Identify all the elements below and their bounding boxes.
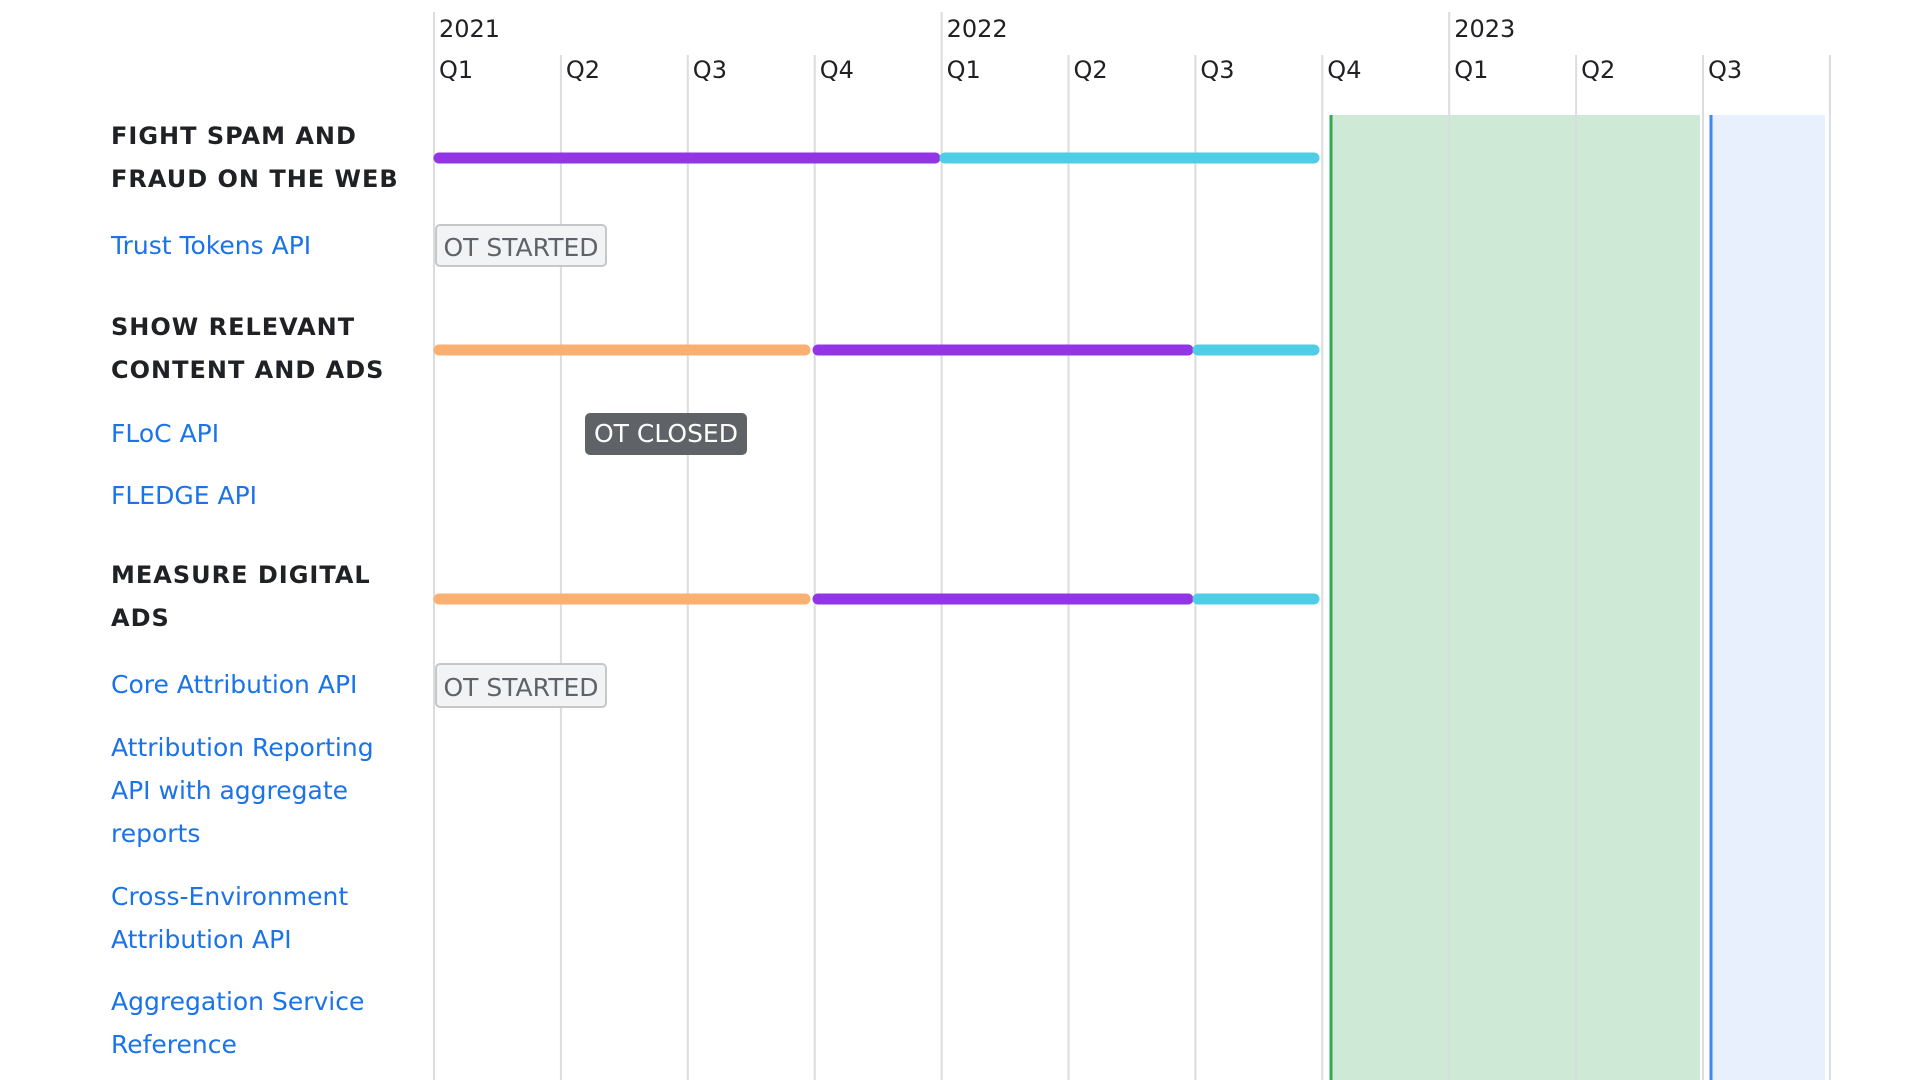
quarter-label: Q1 — [439, 56, 474, 84]
api-link[interactable]: FLoC API — [111, 419, 220, 448]
api-link[interactable]: Attribution Reporting — [111, 733, 374, 762]
year-label: 2023 — [1454, 15, 1516, 43]
quarter-label: Q1 — [946, 56, 981, 84]
year-label: 2022 — [946, 15, 1008, 43]
api-link[interactable]: FLEDGE API — [111, 481, 258, 510]
api-link[interactable]: reports — [111, 819, 201, 848]
quarter-label: Q4 — [819, 56, 854, 84]
section-heading: SHOW RELEVANT — [111, 313, 356, 341]
api-link[interactable]: API with aggregate — [111, 776, 349, 805]
section-heading: FRAUD ON THE WEB — [111, 165, 399, 193]
api-link[interactable]: Trust Tokens API — [111, 231, 312, 260]
status-badge: OT STARTED — [435, 663, 607, 708]
quarter-label: Q3 — [1708, 56, 1743, 84]
status-badge: OT CLOSED — [585, 413, 747, 455]
api-link[interactable]: Reference — [111, 1030, 237, 1059]
status-badge: OT STARTED — [435, 224, 607, 267]
api-link[interactable]: Core Attribution API — [111, 670, 358, 699]
blue-zone — [1710, 115, 1825, 1080]
green-zone — [1330, 115, 1700, 1080]
year-label: 2021 — [439, 15, 501, 43]
section-heading: ADS — [111, 604, 170, 632]
section-heading: MEASURE DIGITAL — [111, 561, 371, 589]
quarter-label: Q2 — [1073, 56, 1108, 84]
section-heading: FIGHT SPAM AND — [111, 122, 357, 150]
quarter-label: Q3 — [1200, 56, 1235, 84]
quarter-label: Q1 — [1454, 56, 1489, 84]
quarter-label: Q3 — [692, 56, 727, 84]
api-link[interactable]: Aggregation Service — [111, 987, 365, 1016]
quarter-label: Q2 — [565, 56, 601, 84]
section-heading: CONTENT AND ADS — [111, 356, 385, 384]
quarter-label: Q2 — [1581, 56, 1616, 84]
api-link[interactable]: Attribution API — [111, 925, 292, 954]
quarter-label: Q4 — [1327, 56, 1362, 84]
api-link[interactable]: Cross-Environment — [111, 882, 349, 911]
